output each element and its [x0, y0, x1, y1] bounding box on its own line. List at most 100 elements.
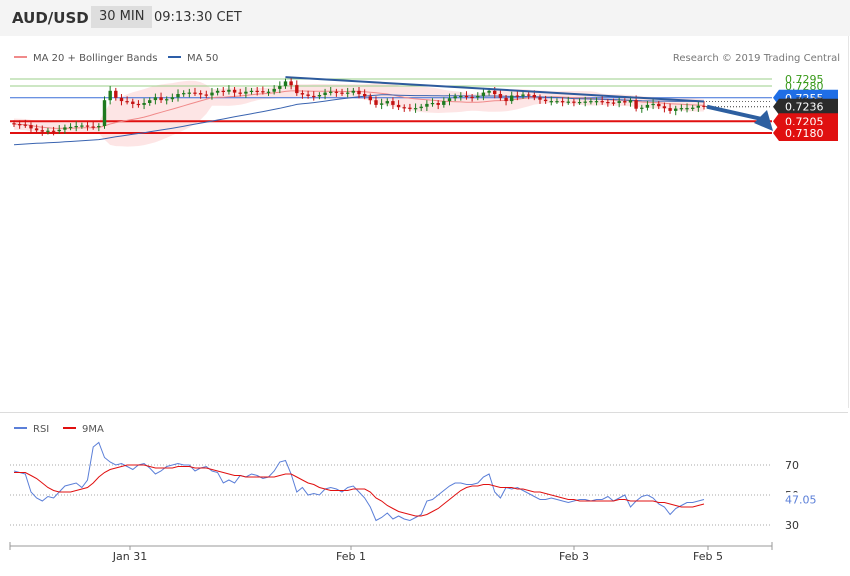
ma20-legend-label: MA 20 + Bollinger Bands: [33, 53, 157, 64]
copyright-label: Research © 2019 Trading Central: [673, 53, 840, 64]
candle-body: [23, 124, 27, 126]
price-labels: 0.72950.72800.72550.72470.72360.72050.71…: [773, 73, 838, 142]
last-price-label-box: [773, 98, 838, 115]
candle-body: [442, 101, 446, 105]
candle-body: [413, 108, 418, 110]
candle-body: [74, 126, 78, 128]
candle-body: [464, 95, 469, 98]
price-levels: [10, 78, 772, 135]
forecast-arrow-shaft: [706, 104, 763, 122]
chart-legend: MA 20 + Bollinger Bands MA 50 Research ©…: [14, 53, 840, 64]
candle-body: [515, 95, 520, 97]
time-axis: Jan 31 Feb 1 Feb 3 Feb 5: [9, 542, 773, 563]
candle-body: [459, 95, 463, 98]
candle-body: [210, 92, 214, 96]
rsi-value-box: [778, 492, 822, 507]
interval-badge[interactable]: 30 MIN: [91, 6, 153, 28]
candle-body: [12, 123, 16, 125]
support-label-box: [773, 125, 838, 142]
time-tick-label: Feb 1: [336, 550, 366, 563]
candle-body: [153, 97, 158, 101]
trendline-group: [285, 76, 773, 132]
candle-body: [560, 101, 565, 103]
candle-body: [18, 124, 22, 126]
candle-body: [159, 97, 163, 101]
candle-body: [329, 91, 333, 93]
candle-body: [543, 99, 548, 102]
candle-body: [40, 130, 44, 132]
candle-body: [385, 101, 389, 104]
candle-body: [334, 91, 339, 93]
candle-body: [131, 101, 135, 104]
candle-body: [408, 107, 412, 109]
candle-body: [583, 101, 587, 103]
candle-body: [289, 81, 293, 86]
candle-body: [193, 92, 197, 94]
candle-body: [577, 102, 582, 104]
candle-body: [600, 101, 604, 103]
candle-body: [425, 103, 429, 107]
candle-body: [278, 86, 282, 89]
candle-body: [651, 103, 655, 106]
candle-body: [46, 130, 50, 132]
candle-body: [68, 126, 73, 129]
candle-body: [312, 95, 316, 98]
rsi-panel: RSI 9MA 70503047.05: [10, 424, 822, 532]
candle-body: [266, 91, 271, 93]
candle-body: [685, 108, 689, 110]
time-tick-label: Feb 5: [693, 550, 723, 563]
candle-body: [306, 94, 310, 96]
candle-body: [391, 101, 395, 105]
candle-body: [470, 96, 474, 99]
last-price-label: 0.7236: [785, 101, 824, 114]
time-tick-label: Jan 31: [112, 550, 147, 563]
candle-body: [668, 108, 672, 111]
candle-body: [606, 102, 610, 104]
candle-body: [521, 94, 525, 96]
candle-body: [283, 81, 288, 87]
candle-body: [363, 94, 367, 97]
forecast-arrow-head: [754, 110, 773, 132]
candle-body: [623, 101, 627, 103]
candle-body: [29, 125, 33, 129]
candle-body: [453, 96, 457, 99]
candle-body: [447, 98, 452, 102]
candle-body: [108, 90, 112, 101]
candle-body: [346, 92, 350, 94]
candle-body: [215, 90, 220, 93]
candle-body: [430, 103, 435, 105]
candle-body: [634, 100, 638, 109]
candle-body: [85, 125, 90, 127]
candle-body: [487, 90, 491, 93]
candle-body: [702, 105, 706, 107]
candle-body: [244, 91, 248, 94]
candle-body: [527, 94, 531, 96]
candle-body: [34, 128, 39, 131]
candle-body: [148, 100, 152, 103]
candle-body: [136, 103, 141, 106]
support-label: 0.7180: [785, 127, 824, 140]
candle-body: [510, 95, 514, 102]
price-panel-frame: [0, 36, 849, 408]
candle-body: [142, 103, 146, 105]
candle-body: [170, 97, 175, 100]
candle-body: [187, 92, 191, 94]
candle-body: [323, 92, 327, 95]
candle-body: [357, 90, 361, 95]
candle-body: [611, 102, 616, 104]
candle-body: [617, 101, 621, 103]
candle-body: [119, 97, 124, 102]
candle-body: [102, 100, 107, 126]
candle-body: [640, 107, 644, 109]
candle-body: [182, 93, 186, 95]
resistance-label: 0.7295: [785, 73, 824, 86]
candlesticks: [12, 77, 706, 136]
candle-body: [691, 107, 695, 109]
candle-body: [261, 91, 265, 93]
candle-body: [538, 97, 542, 100]
candle-body: [498, 94, 503, 98]
candle-body: [566, 101, 570, 103]
candle-body: [402, 107, 406, 109]
candle-body: [396, 104, 401, 108]
